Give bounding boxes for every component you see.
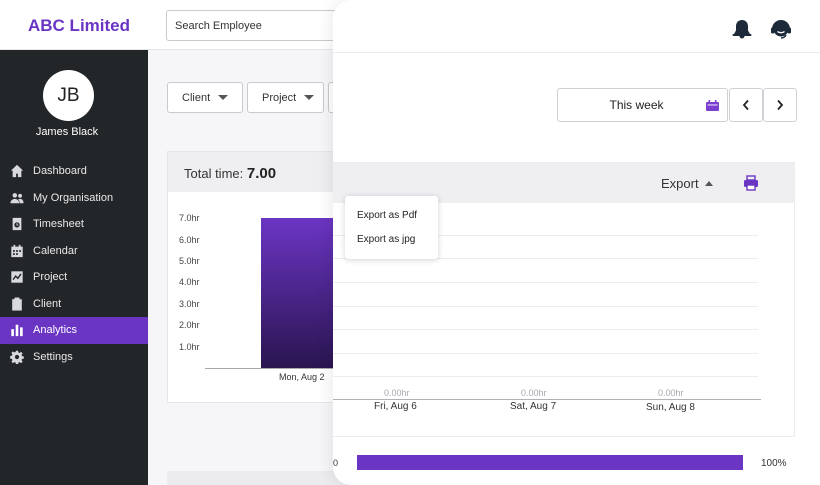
bar-value-label: 0.00hr <box>658 388 684 398</box>
chevron-right-icon <box>777 99 784 111</box>
grid-line <box>333 282 758 283</box>
calendar-icon <box>706 100 719 111</box>
secondary-card-header <box>167 471 367 485</box>
x-tick-label: Sun, Aug 8 <box>646 402 695 413</box>
chevron-down-icon <box>304 95 315 100</box>
avatar[interactable]: JB <box>43 70 94 121</box>
chevron-left-icon <box>742 99 749 111</box>
chevron-up-icon <box>704 181 713 186</box>
grid-line <box>333 235 758 236</box>
sidebar-item-label: My Organisation <box>33 191 114 204</box>
bar-value-label: 0.00hr <box>521 388 547 398</box>
sidebar-item-label: Project <box>33 271 68 284</box>
grid-line <box>333 376 758 377</box>
sidebar-nav: Dashboard My Organisation Timesheet Cale… <box>0 158 148 370</box>
previous-week-button[interactable] <box>729 88 763 122</box>
next-week-button[interactable] <box>763 88 797 122</box>
user-name: James Black <box>35 126 99 138</box>
chevron-down-icon <box>218 95 229 100</box>
client-filter[interactable]: Client <box>167 82 243 113</box>
export-button[interactable]: Export <box>661 176 713 191</box>
x-tick-label: Sat, Aug 7 <box>510 401 557 412</box>
grid-line <box>333 353 758 354</box>
sidebar: JB James Black Dashboard My Organisation… <box>0 50 148 485</box>
client-filter-label: Client <box>182 91 211 104</box>
bell-icon[interactable] <box>730 17 754 41</box>
sidebar-item-calendar[interactable]: Calendar <box>0 238 148 265</box>
home-icon <box>10 164 24 178</box>
x-axis <box>333 399 761 400</box>
sidebar-item-project[interactable]: Project <box>0 264 148 291</box>
search-input[interactable]: Search Employee <box>166 10 366 41</box>
grid-line <box>333 306 758 307</box>
project-icon <box>10 270 24 284</box>
y-tick-label: 3.0hr <box>179 299 200 309</box>
y-tick-label: 2.0hr <box>179 320 200 330</box>
sidebar-item-settings[interactable]: Settings <box>0 344 148 371</box>
grid-line <box>333 258 758 259</box>
sidebar-item-label: Calendar <box>33 244 78 257</box>
date-range-picker[interactable]: This week <box>557 88 728 122</box>
y-tick-label: 4.0hr <box>179 277 200 287</box>
people-icon <box>10 191 24 205</box>
sidebar-item-label: Dashboard <box>33 165 87 178</box>
progress-start-label: 0 <box>333 458 339 468</box>
bar-value-label: 0.00hr <box>384 388 410 398</box>
gear-icon <box>10 350 24 364</box>
sidebar-item-label: Client <box>33 297 62 310</box>
sidebar-item-analytics[interactable]: Analytics <box>0 317 148 344</box>
export-pdf-option[interactable]: Export as Pdf <box>357 210 418 221</box>
x-tick-label: Mon, Aug 2 <box>279 372 325 382</box>
export-label: Export <box>661 176 699 191</box>
sidebar-item-label: Analytics <box>33 324 78 337</box>
y-tick-label: 1.0hr <box>179 342 200 352</box>
grid-line <box>333 329 758 330</box>
total-time-value: 7.00 <box>246 165 277 182</box>
sidebar-item-dashboard[interactable]: Dashboard <box>0 158 148 185</box>
x-tick-label: Fri, Aug 6 <box>374 401 417 412</box>
project-filter-label: Project <box>262 91 297 104</box>
support-headset-icon[interactable] <box>769 17 793 41</box>
export-jpg-option[interactable]: Export as jpg <box>357 234 416 245</box>
bar-chart-icon <box>10 323 24 337</box>
panel-divider <box>333 52 820 53</box>
chart-bar-mon <box>261 218 333 368</box>
sidebar-item-my-organisation[interactable]: My Organisation <box>0 185 148 212</box>
printer-icon[interactable] <box>743 175 759 191</box>
y-tick-label: 5.0hr <box>179 256 200 266</box>
sidebar-item-label: Settings <box>33 350 73 363</box>
total-time-label: Total time: <box>184 166 244 181</box>
total-time: Total time: 7.00 <box>184 165 276 182</box>
sidebar-item-label: Timesheet <box>33 218 84 231</box>
date-range-label: This week <box>609 98 664 112</box>
clipboard-icon <box>10 297 24 311</box>
export-menu: Export as Pdf Export as jpg <box>345 196 438 259</box>
progress-percent-label: 100% <box>761 458 787 469</box>
brand-logo: ABC Limited <box>28 16 130 35</box>
project-filter[interactable]: Project <box>247 82 324 113</box>
sidebar-item-client[interactable]: Client <box>0 291 148 318</box>
x-axis <box>205 368 345 369</box>
calendar-icon <box>10 244 24 258</box>
y-tick-label: 7.0hr <box>179 213 200 223</box>
timesheet-icon <box>10 217 24 231</box>
y-tick-label: 6.0hr <box>179 235 200 245</box>
progress-bar <box>357 455 743 470</box>
sidebar-item-timesheet[interactable]: Timesheet <box>0 211 148 238</box>
